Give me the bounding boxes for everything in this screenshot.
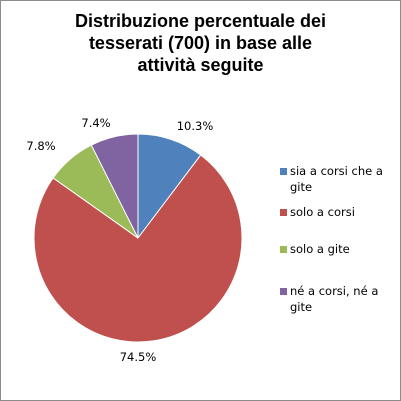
pie-slice-ne-a-corsi-ne-a-gite xyxy=(90,133,139,239)
data-label-ne-a-corsi-ne-a-gite: 7.4% xyxy=(81,116,110,130)
chart-title-line-1: Distribuzione percentuale dei xyxy=(74,11,327,31)
legend-swatch-sia-a-corsi-che-a-gite xyxy=(280,168,287,175)
legend-label-ne-a-corsi-ne-a-gite: né a corsi, né a gite xyxy=(290,284,379,314)
legend-swatch-ne-a-corsi-ne-a-gite xyxy=(280,288,287,295)
legend-item-solo-a-corsi: solo a corsi xyxy=(280,204,398,220)
chart-title-line-3: attività seguite xyxy=(137,55,264,75)
legend-label-solo-a-corsi: solo a corsi xyxy=(290,205,355,219)
legend-swatch-solo-a-corsi xyxy=(280,209,287,216)
legend-label-sia-a-corsi-che-a-gite: sia a corsi che a gite xyxy=(290,164,383,194)
chart-title: Distribuzione percentuale dei tesserati … xyxy=(0,10,401,76)
legend-item-solo-a-gite: solo a gite xyxy=(280,241,398,257)
legend-swatch-solo-a-gite xyxy=(280,246,287,253)
data-label-solo-a-corsi: 74.5% xyxy=(120,350,157,364)
data-label-sia-a-corsi-che-a-gite: 10.3% xyxy=(177,119,214,133)
legend-label-solo-a-gite: solo a gite xyxy=(290,242,350,256)
data-label-solo-a-gite: 7.8% xyxy=(26,139,55,153)
chart-title-line-2: tesserati (700) in base alle xyxy=(88,33,313,53)
legend-item-sia-a-corsi-che-a-gite: sia a corsi che a gite xyxy=(280,163,398,195)
legend-item-ne-a-corsi-ne-a-gite: né a corsi, né a gite xyxy=(280,283,398,315)
